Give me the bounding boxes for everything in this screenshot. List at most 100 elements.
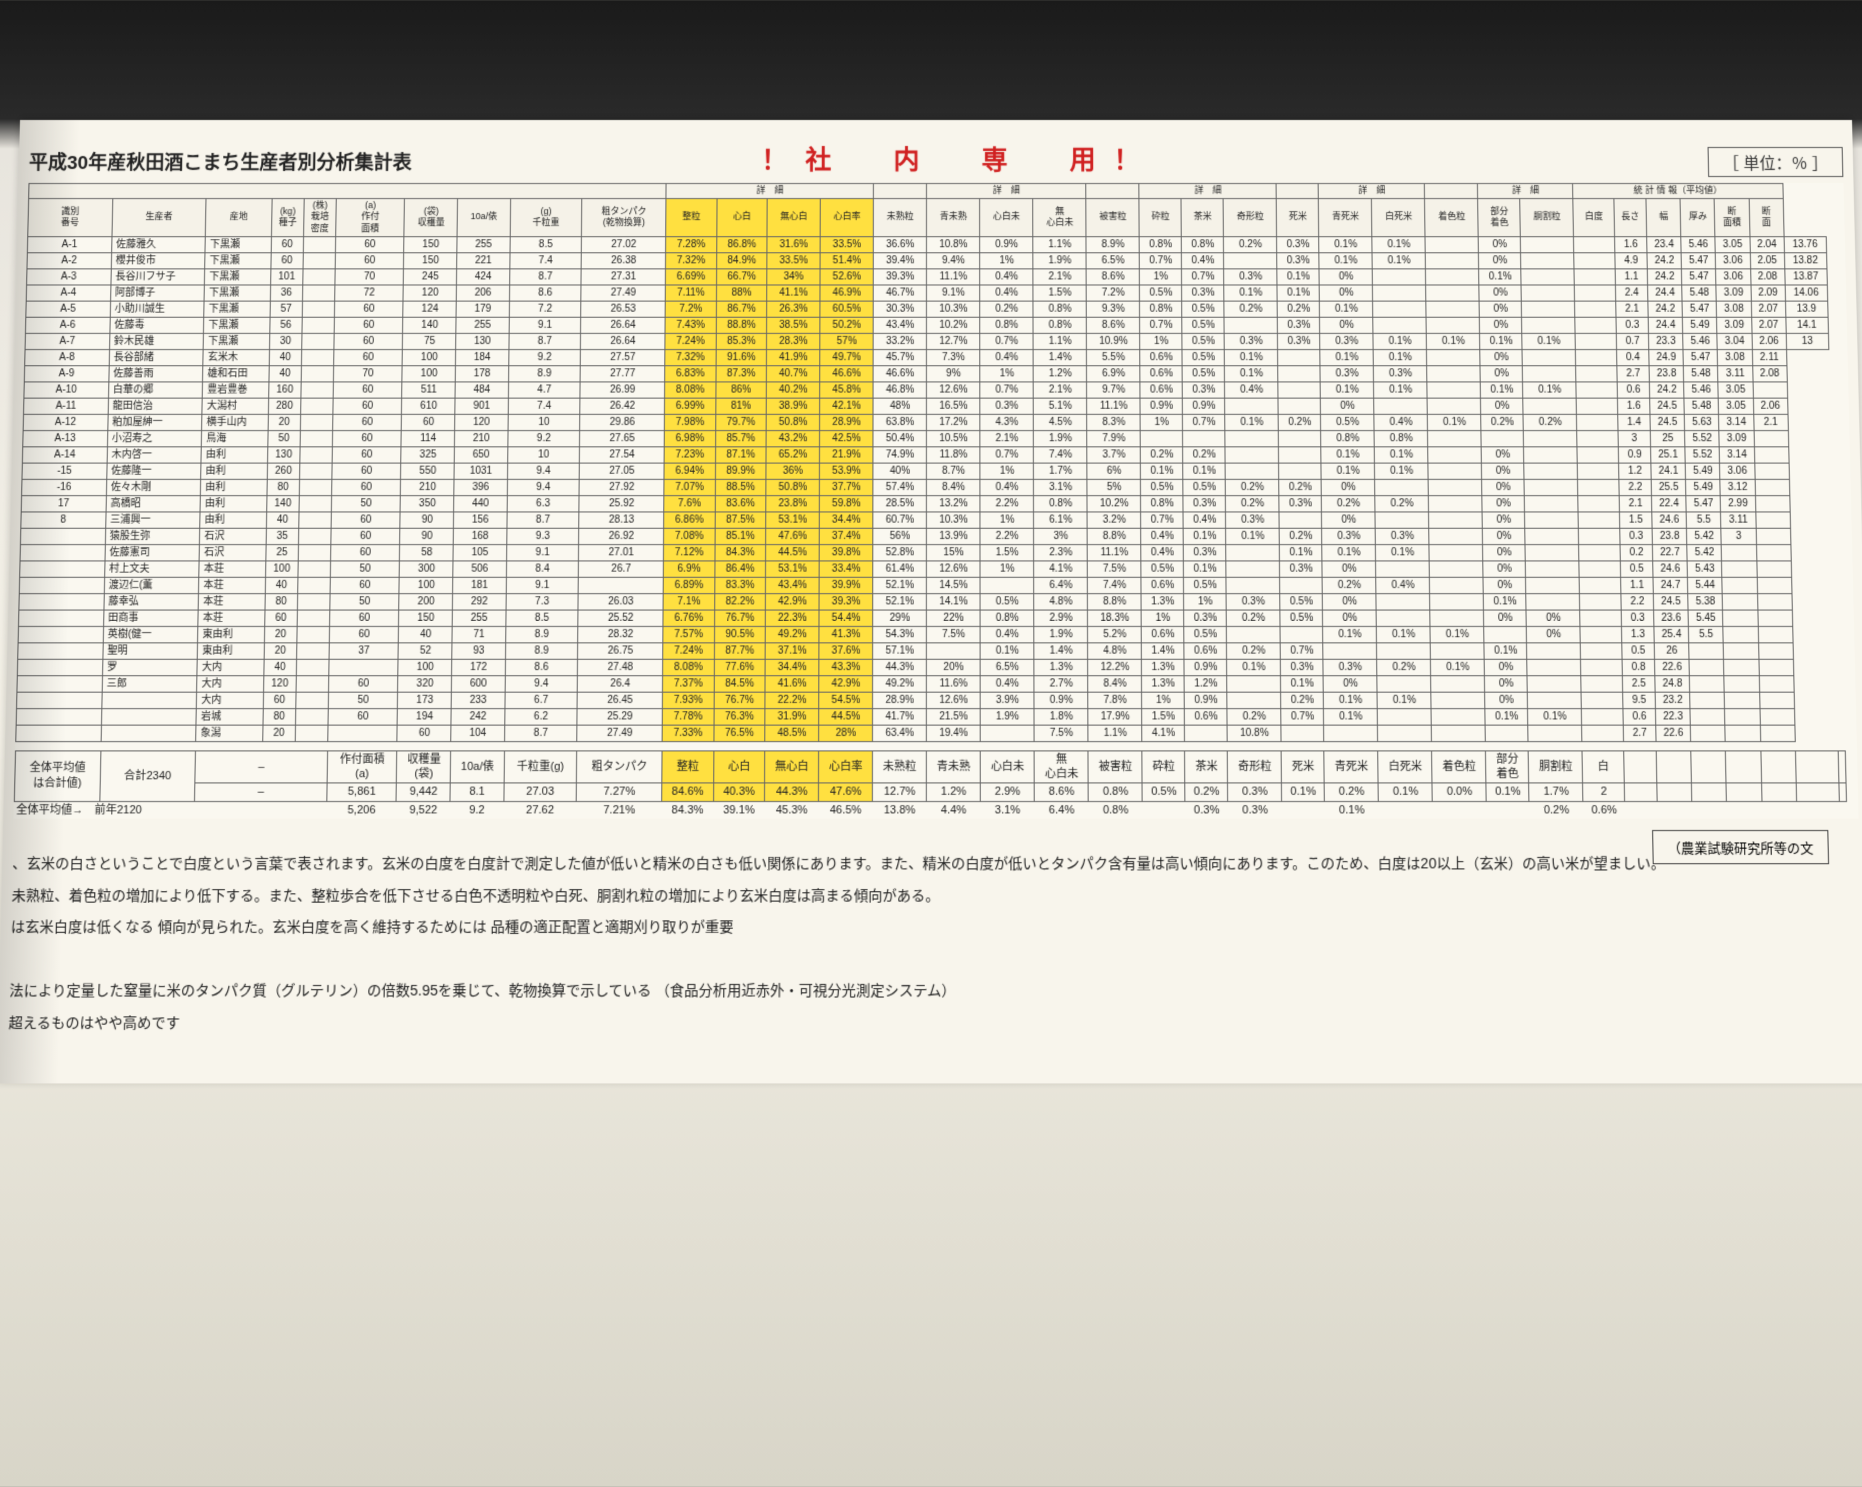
table-cell: 0.4% — [1374, 414, 1428, 430]
table-cell — [1574, 236, 1615, 252]
table-cell: 0.3 — [1620, 528, 1653, 544]
table-cell: 猿股生弥 — [105, 528, 200, 544]
table-cell: 0% — [1485, 675, 1528, 691]
table-cell: 76.7% — [714, 692, 765, 708]
table-cell — [1581, 643, 1622, 659]
summary-header-cell: 無心白 — [765, 751, 819, 784]
table-cell: 0.3% — [980, 398, 1033, 414]
table-cell — [300, 463, 333, 479]
table-cell: 24.7 — [1653, 577, 1688, 593]
summary-header-cell: 無心白未 — [1034, 751, 1088, 784]
table-cell — [1528, 692, 1582, 708]
table-cell: 0.4% — [1141, 544, 1184, 560]
table-cell: 100 — [398, 659, 452, 675]
table-cell — [329, 659, 399, 675]
column-header: (袋)収穫量 — [404, 198, 458, 236]
group-header: 詳 細 — [1139, 184, 1276, 199]
table-cell: 0.8% — [1182, 236, 1224, 252]
table-cell — [1527, 643, 1581, 659]
table-cell: 13 — [1786, 333, 1829, 349]
table-cell: 24.5 — [1653, 593, 1688, 609]
table-cell: A-10 — [24, 382, 109, 398]
table-cell: 11.1% — [927, 269, 980, 285]
table-cell: 93 — [452, 643, 505, 659]
table-cell: 0.1% — [1431, 659, 1485, 675]
table-cell: 100 — [403, 349, 457, 365]
table-cell: 本荘 — [198, 610, 265, 626]
table-cell: 0.5% — [1140, 285, 1182, 301]
table-cell: 50 — [330, 561, 399, 577]
table-row: A-1佐藤雅久下黒瀬60601502558.527.027.28%86.8%31… — [27, 236, 1844, 252]
column-header: 胴割粒 — [1520, 198, 1574, 236]
prev-year-cell — [1657, 801, 1692, 818]
table-row: 象潟20601048.727.497.33%76.5%48.5%28%63.4%… — [16, 725, 1856, 741]
table-cell: 511 — [402, 382, 456, 398]
table-cell — [1757, 593, 1792, 609]
table-cell: 12.2% — [1088, 659, 1142, 675]
table-row: 渡辺仁(薫本荘40601001819.16.89%83.3%43.4%39.9%… — [19, 577, 1852, 593]
table-cell: A-7 — [25, 333, 110, 349]
table-cell: 44.3% — [873, 659, 927, 675]
table-cell — [303, 236, 335, 252]
table-cell: 0% — [1482, 463, 1525, 479]
table-cell: 0.8% — [1033, 301, 1086, 317]
table-cell: 50.8% — [766, 479, 820, 495]
table-cell: 0.1% — [1277, 269, 1319, 285]
table-cell: 0.8 — [1622, 659, 1655, 675]
table-cell: 7.32% — [665, 349, 716, 365]
table-cell — [1378, 708, 1432, 724]
table-cell: 1.1 — [1615, 269, 1648, 285]
table-cell: 0.7% — [1183, 414, 1225, 430]
table-cell: 8.8% — [1088, 528, 1142, 544]
table-cell: 13.9% — [927, 528, 981, 544]
table-cell: 5.2% — [1088, 626, 1142, 642]
table-cell: 27.48 — [578, 659, 663, 675]
table-cell — [1575, 285, 1616, 301]
table-cell: 10.9% — [1087, 333, 1140, 349]
table-cell: 255 — [456, 317, 509, 333]
table-cell: A-11 — [24, 398, 109, 414]
table-cell — [1724, 643, 1759, 659]
summary-value-cell: 0.2% — [1325, 783, 1379, 801]
table-cell: 901 — [455, 398, 508, 414]
table-cell: 佐々木剛 — [106, 479, 201, 495]
table-cell: 0.1% — [1141, 463, 1183, 479]
table-cell: 0.1% — [1227, 659, 1281, 675]
table-cell: 4.1% — [1034, 561, 1088, 577]
summary-header-cell: 粗タンパク — [577, 751, 662, 784]
table-cell: 9.3 — [506, 528, 579, 544]
table-cell: 60 — [331, 512, 400, 528]
table-cell — [1577, 398, 1618, 414]
table-cell: 27.57 — [581, 349, 665, 365]
table-cell: 0.3% — [1281, 659, 1324, 675]
summary-cell — [1760, 751, 1795, 784]
table-cell: 9.5 — [1623, 692, 1656, 708]
group-header — [1276, 184, 1318, 199]
table-cell: 85.7% — [715, 430, 766, 446]
table-cell: 7.12% — [664, 544, 715, 560]
table-cell — [1426, 253, 1479, 269]
table-cell: 0.7% — [980, 333, 1033, 349]
table-cell: 0.6% — [1184, 643, 1227, 659]
table-row: A-8長谷部緒玄米木40601001849.227.577.32%91.6%41… — [25, 349, 1848, 365]
table-row: 佐藤憲司石沢2560581059.127.017.12%84.3%44.5%39… — [20, 544, 1852, 560]
table-cell: 39.4% — [874, 253, 927, 269]
table-cell: 2.08 — [1752, 365, 1787, 381]
table-cell: 1.3% — [1142, 659, 1185, 675]
table-cell — [18, 626, 103, 642]
table-cell: 1.3 — [1622, 626, 1655, 642]
table-cell — [296, 659, 329, 675]
table-cell: 82.2% — [714, 593, 765, 609]
table-cell: 7.93% — [663, 692, 714, 708]
table-cell — [298, 544, 331, 560]
table-cell: 0% — [1480, 365, 1522, 381]
table-cell: 4.8% — [1088, 643, 1142, 659]
table-cell: 34% — [767, 269, 820, 285]
table-cell: 1.4 — [1618, 414, 1651, 430]
table-cell: 高橋昭 — [106, 495, 201, 511]
table-cell: 0.2% — [1227, 610, 1281, 626]
table-cell: A-9 — [24, 365, 109, 381]
table-cell: 6.76% — [663, 610, 714, 626]
table-cell: 2.2% — [980, 528, 1034, 544]
table-cell: 52 — [398, 643, 452, 659]
